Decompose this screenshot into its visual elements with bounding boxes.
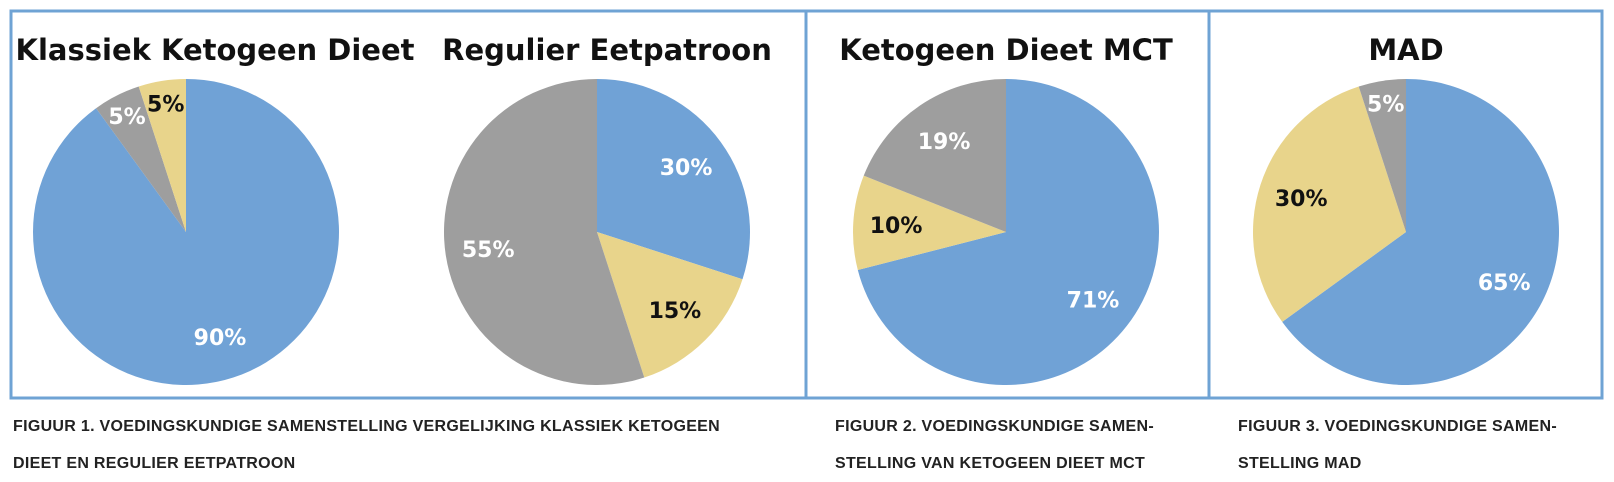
figure-caption-1-line-2: DIEET EN REGULIER EETPATROON [13,455,296,472]
chart-title-regulier-eetpatroon: Regulier Eetpatroon [442,33,772,67]
pie-slice-2-1 [853,175,1006,271]
pie-slice-3-0 [1282,79,1560,385]
chart-title-ketogeen-mct: Ketogeen Dieet MCT [839,33,1173,67]
pie-slice-label-2-1: 10% [870,214,923,239]
chart-title-klassiek-ketogeen: Klassiek Ketogeen Dieet [16,33,415,67]
chart-title-mad: MAD [1368,33,1443,67]
pie-slice-label-3-0: 65% [1478,271,1531,296]
pie-chart-klassiek-ketogeen: 90% 5% 5% [33,79,340,386]
pie-slice-label-1-0: 30% [660,156,713,181]
panel-border-figure-3 [1207,9,1604,400]
pie-slice-2-2 [863,79,1006,232]
pie-slice-1-1 [597,232,743,378]
pie-slice-0-2 [138,79,186,232]
pie-slice-label-0-1: 5% [108,105,145,130]
pie-slice-1-0 [597,79,750,280]
figure-caption-3: FIGUUR 3. VOEDINGSKUNDIGE SAMEN- STELLIN… [1238,408,1557,482]
pie-slice-0-1 [96,86,186,233]
figure-caption-1-line-1: FIGUUR 1. VOEDINGSKUNDIGE SAMENSTELLING … [13,418,721,435]
pie-slice-label-3-1: 30% [1275,187,1328,212]
pie-slice-label-1-2: 55% [462,238,515,263]
pie-slice-label-2-2: 19% [918,130,971,155]
figure-caption-2-line-1: FIGUUR 2. VOEDINGSKUNDIGE SAMEN- [835,418,1154,435]
figure-caption-1: FIGUUR 1. VOEDINGSKUNDIGE SAMENSTELLING … [13,408,720,482]
pie-slice-2-0 [857,79,1160,386]
pie-slice-0-0 [33,79,340,386]
pie-slice-label-0-2: 5% [147,93,184,118]
pie-chart-mad: 65% 30% 5% [1253,79,1560,385]
pie-slice-3-1 [1253,86,1406,322]
pie-slice-label-1-1: 15% [649,299,702,324]
pie-slice-1-2 [443,78,645,385]
figure-caption-3-line-1: FIGUUR 3. VOEDINGSKUNDIGE SAMEN- [1238,418,1557,435]
pie-slice-label-3-2: 5% [1367,93,1404,118]
figure-caption-3-line-2: STELLING MAD [1238,455,1362,472]
pie-slice-label-2-0: 71% [1067,289,1120,314]
pie-slice-label-0-0: 90% [194,326,247,351]
pie-slice-3-2 [1358,79,1406,232]
figure-caption-2-line-2: STELLING VAN KETOGEEN DIEET MCT [835,455,1146,472]
pie-chart-ketogeen-mct: 71% 10% 19% [853,79,1160,386]
figure-caption-2: FIGUUR 2. VOEDINGSKUNDIGE SAMEN- STELLIN… [835,408,1154,482]
pie-chart-regulier-eetpatroon: 30% 15% 55% [443,78,750,385]
